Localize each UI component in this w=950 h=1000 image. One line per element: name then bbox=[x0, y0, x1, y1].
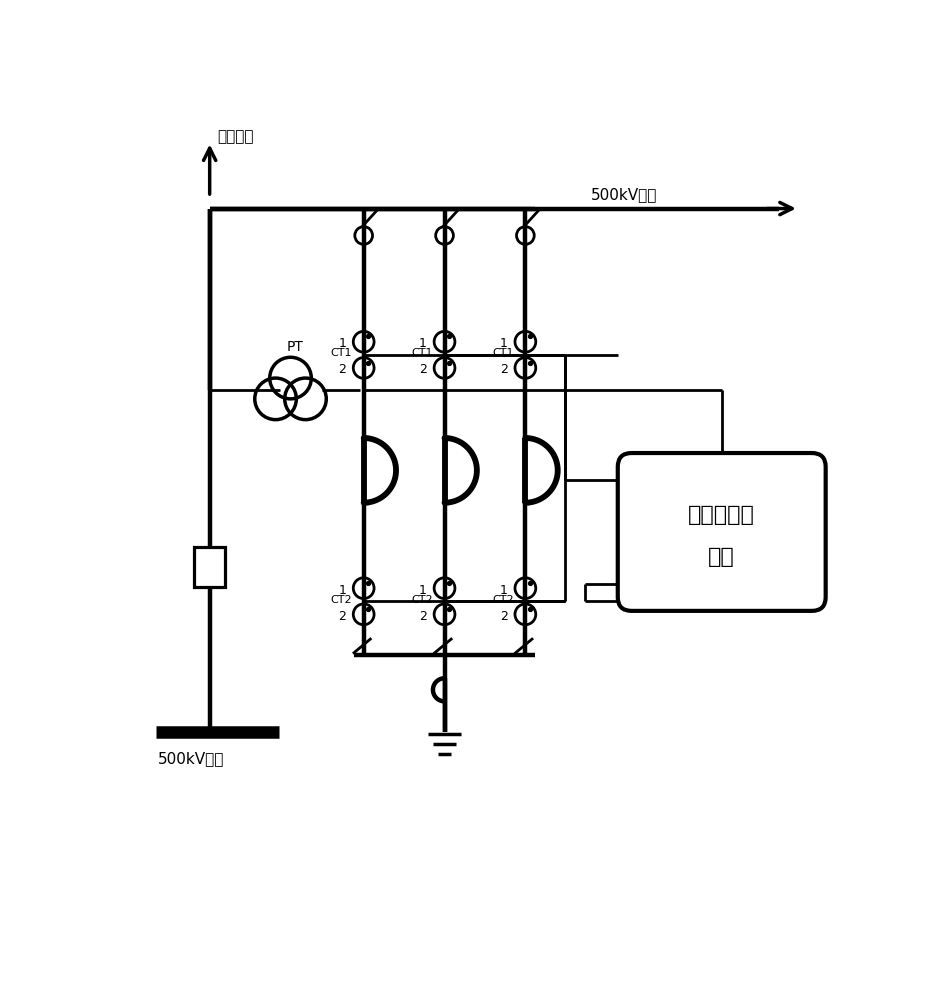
Text: CT1: CT1 bbox=[492, 348, 514, 358]
Text: 1: 1 bbox=[500, 584, 508, 597]
Text: CT2: CT2 bbox=[492, 595, 514, 605]
Text: 2: 2 bbox=[500, 363, 508, 376]
Text: 2: 2 bbox=[338, 610, 346, 623]
Text: 电抗器保护: 电抗器保护 bbox=[689, 505, 755, 525]
Text: 至断路器: 至断路器 bbox=[218, 129, 254, 144]
Text: 2: 2 bbox=[338, 363, 346, 376]
Text: PT: PT bbox=[287, 340, 304, 354]
Text: 装置: 装置 bbox=[709, 547, 735, 567]
Text: CT1: CT1 bbox=[411, 348, 433, 358]
Text: CT1: CT1 bbox=[331, 348, 352, 358]
Text: 2: 2 bbox=[500, 610, 508, 623]
Text: CT2: CT2 bbox=[411, 595, 433, 605]
Bar bbox=[194, 547, 225, 587]
Text: 2: 2 bbox=[419, 610, 427, 623]
Text: 500kV母线: 500kV母线 bbox=[158, 752, 224, 767]
Text: 1: 1 bbox=[419, 337, 427, 350]
Text: 2: 2 bbox=[419, 363, 427, 376]
Text: 1: 1 bbox=[338, 584, 346, 597]
Text: 1: 1 bbox=[500, 337, 508, 350]
Text: 1: 1 bbox=[419, 584, 427, 597]
FancyBboxPatch shape bbox=[618, 453, 826, 611]
Text: CT2: CT2 bbox=[331, 595, 352, 605]
Text: 500kV线路: 500kV线路 bbox=[591, 187, 657, 202]
Text: 1: 1 bbox=[338, 337, 346, 350]
